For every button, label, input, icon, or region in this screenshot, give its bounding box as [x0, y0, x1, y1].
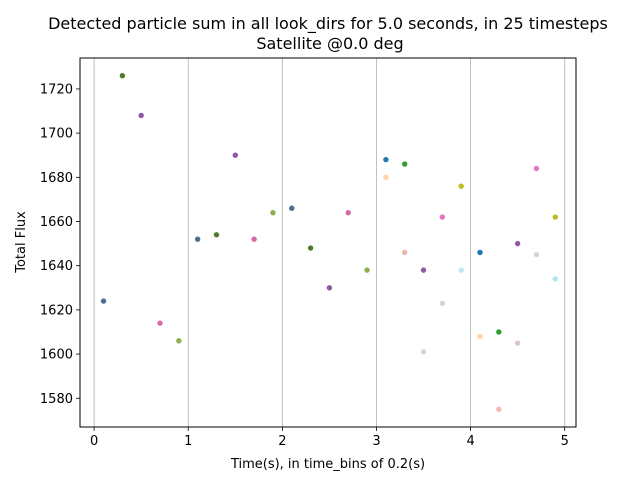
- y-tick-label: 1640: [40, 259, 73, 274]
- data-point: [402, 249, 408, 256]
- data-point: [326, 285, 333, 291]
- data-point: [533, 251, 540, 258]
- data-point: [458, 267, 464, 273]
- data-point: [420, 349, 427, 355]
- x-tick-label: 1: [184, 434, 192, 449]
- data-point: [439, 300, 446, 306]
- data-point: [213, 232, 220, 238]
- data-point: [552, 276, 558, 282]
- y-tick-label: 1600: [40, 348, 73, 363]
- y-tick-label: 1720: [40, 82, 73, 97]
- data-point: [270, 209, 276, 216]
- data-point: [345, 209, 351, 216]
- data-point: [477, 249, 483, 256]
- data-point: [251, 236, 257, 242]
- chart-title: Detected particle sum in all look_dirs f…: [48, 14, 608, 34]
- data-point: [402, 161, 408, 167]
- data-point: [307, 245, 314, 251]
- data-point: [176, 338, 182, 344]
- x-tick-label: 5: [561, 434, 569, 449]
- data-point: [138, 112, 144, 119]
- data-point: [383, 156, 389, 163]
- y-tick-label: 1580: [40, 392, 73, 407]
- data-point: [496, 329, 502, 335]
- points-layer: [100, 72, 558, 413]
- data-point: [119, 72, 126, 79]
- x-tick-label: 0: [90, 434, 98, 449]
- data-point: [496, 406, 502, 413]
- grid-layer: [93, 58, 566, 427]
- data-point: [533, 165, 540, 172]
- data-point: [439, 214, 446, 220]
- data-point: [100, 298, 107, 304]
- x-tick-label: 3: [372, 434, 380, 449]
- data-point: [232, 152, 238, 158]
- chart-subtitle: Satellite @0.0 deg: [256, 34, 403, 53]
- x-axis-label: Time(s), in time_bins of 0.2(s): [230, 457, 425, 472]
- data-point: [289, 205, 295, 211]
- data-point: [194, 236, 201, 242]
- y-tick-label: 1680: [40, 171, 73, 186]
- y-tick-label: 1660: [40, 215, 73, 230]
- data-point: [514, 340, 521, 346]
- data-point: [364, 267, 370, 273]
- y-axis-ticks: 1580 1600 1620 1640 1660 1680 1700 1720: [40, 82, 80, 407]
- data-point: [420, 267, 427, 273]
- y-axis-label: Total Flux: [14, 211, 29, 274]
- data-point: [514, 240, 521, 247]
- y-tick-label: 1620: [40, 303, 73, 318]
- data-point: [477, 333, 483, 340]
- plot-frame: [79, 57, 577, 428]
- data-point: [458, 183, 464, 189]
- y-tick-label: 1700: [40, 127, 73, 142]
- data-point: [552, 214, 558, 220]
- x-axis-ticks: 0 1 2 3 4 5: [90, 427, 569, 449]
- x-tick-label: 2: [278, 434, 286, 449]
- data-point: [383, 174, 389, 181]
- x-tick-label: 4: [466, 434, 474, 449]
- data-point: [157, 320, 163, 326]
